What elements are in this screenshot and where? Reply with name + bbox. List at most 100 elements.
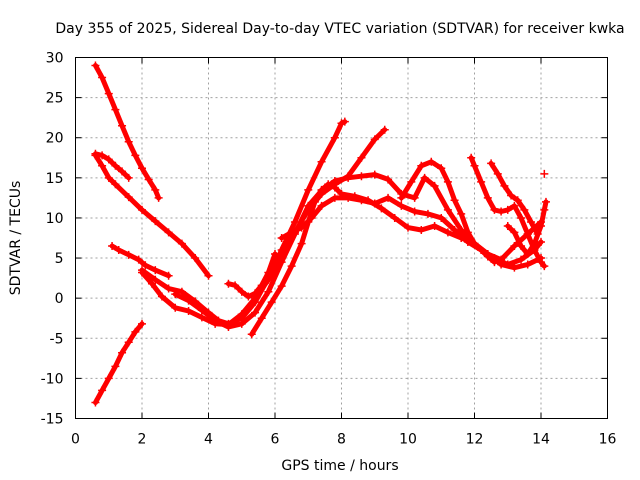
data-point — [527, 217, 536, 226]
data-point — [490, 205, 499, 214]
data-point — [104, 155, 113, 164]
x-tick-label: 4 — [204, 432, 213, 448]
data-point — [118, 121, 127, 130]
data-point — [264, 268, 273, 277]
data-point — [503, 205, 512, 214]
data-point — [184, 296, 193, 305]
data-point — [177, 239, 186, 248]
data-point — [410, 207, 419, 216]
data-point — [344, 193, 353, 202]
data-point — [437, 213, 446, 222]
data-point — [517, 213, 526, 222]
data-point — [537, 258, 545, 267]
data-point — [493, 169, 502, 178]
x-tick-label: 6 — [271, 432, 280, 448]
data-point — [423, 209, 432, 218]
data-point — [138, 205, 146, 214]
x-tick-label: 0 — [71, 432, 80, 448]
data-point — [357, 196, 366, 205]
data-point — [370, 199, 379, 208]
data-point — [317, 157, 326, 166]
data-point — [370, 170, 379, 179]
x-axis-label: GPS time / hours — [281, 458, 398, 474]
data-point — [237, 319, 246, 328]
data-point — [231, 281, 240, 290]
y-tick-label: -10 — [41, 371, 64, 387]
series-15 — [503, 197, 550, 259]
data-point — [297, 223, 306, 232]
data-point — [144, 175, 153, 184]
data-point — [111, 362, 120, 371]
data-point — [487, 159, 496, 168]
data-point — [157, 292, 166, 301]
series-14 — [487, 159, 542, 238]
data-point — [397, 201, 406, 210]
data-point — [177, 287, 186, 296]
data-point — [503, 221, 512, 230]
data-point — [114, 246, 123, 255]
data-point — [520, 205, 529, 214]
data-point — [271, 250, 279, 259]
data-point — [330, 133, 339, 142]
data-point — [497, 207, 506, 216]
data-point — [483, 252, 492, 261]
data-point — [310, 197, 319, 206]
data-point — [171, 303, 180, 312]
y-tick-label: 10 — [46, 211, 64, 227]
data-point — [104, 374, 113, 383]
data-point — [164, 228, 173, 237]
data-point — [118, 167, 127, 176]
data-point — [287, 228, 296, 237]
data-point — [297, 239, 306, 248]
y-tick-label: 30 — [46, 51, 64, 67]
data-series — [91, 61, 550, 407]
data-point — [523, 260, 532, 269]
data-point — [151, 266, 160, 275]
y-tick-label: -5 — [50, 331, 64, 347]
series-3 — [91, 151, 213, 280]
data-point — [98, 386, 107, 395]
data-point — [477, 246, 486, 255]
data-point — [138, 164, 146, 173]
series-12 — [397, 157, 499, 267]
data-point — [344, 173, 353, 182]
series-9 — [224, 250, 279, 301]
x-tick-label: 12 — [466, 432, 484, 448]
data-point — [184, 307, 193, 316]
data-point — [513, 196, 522, 205]
data-point — [307, 213, 316, 222]
data-point — [111, 161, 120, 170]
x-tick-label: 14 — [532, 432, 550, 448]
data-point — [380, 125, 389, 134]
data-point — [131, 327, 140, 336]
data-point — [141, 261, 150, 270]
data-point — [138, 268, 146, 277]
series-16 — [540, 169, 549, 178]
series-2 — [91, 149, 133, 182]
data-point — [443, 228, 452, 237]
x-tick-label: 2 — [138, 432, 147, 448]
data-point — [500, 181, 509, 190]
x-tick-label: 10 — [399, 432, 417, 448]
data-point — [151, 185, 160, 194]
data-point — [277, 234, 286, 242]
data-point — [467, 153, 476, 162]
data-point — [330, 193, 339, 202]
chart-title: Day 355 of 2025, Sidereal Day-to-day VTE… — [55, 21, 624, 37]
data-point — [324, 180, 333, 189]
data-point — [191, 254, 200, 263]
y-tick-label: 5 — [55, 251, 64, 267]
series-trace — [225, 251, 278, 300]
data-point — [277, 282, 286, 291]
series-6 — [138, 117, 349, 328]
data-point — [384, 175, 393, 184]
data-point — [224, 279, 233, 288]
data-point — [457, 209, 466, 218]
data-point — [540, 205, 549, 214]
data-point — [477, 177, 486, 186]
data-point — [211, 316, 220, 325]
series-13 — [467, 153, 549, 271]
data-point — [244, 292, 253, 301]
series-trace — [279, 195, 544, 267]
